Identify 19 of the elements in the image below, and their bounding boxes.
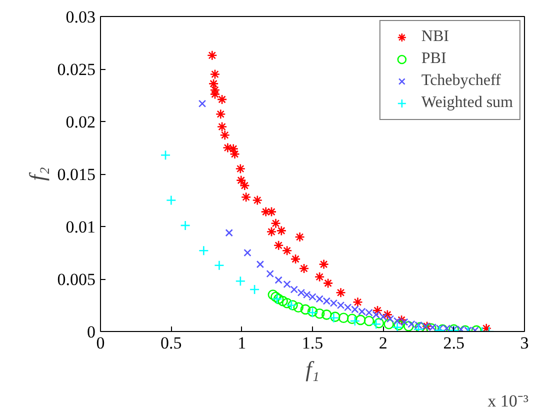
y-tick-label: 0.03 [66, 8, 96, 26]
x-tick-label: 1.5 [302, 334, 324, 352]
y-tick-label: 0.005 [57, 270, 96, 289]
x-tick-label: 2 [378, 334, 388, 352]
x-tick-label: 2.5 [443, 334, 464, 352]
y-tick-label: 0.01 [66, 218, 96, 236]
legend-label: PBI [421, 50, 446, 68]
y-axis-title: f₂ [24, 166, 50, 181]
y-tick-label: 0.025 [57, 60, 96, 79]
text: x 10⁻³ [488, 392, 529, 410]
x-tick-label: 0.5 [160, 334, 182, 352]
x-axis-title: f₁ [306, 356, 320, 382]
y-tick-label: 0.02 [66, 112, 96, 132]
legend-label: NBI [421, 28, 449, 46]
x-tick-label: 1 [238, 334, 246, 352]
legend-label: Tchebycheff [421, 72, 501, 90]
y-tick-label: 0.015 [57, 165, 96, 184]
x-tick-label: 3 [520, 334, 529, 352]
legend-label: Weighted sum [421, 94, 513, 112]
